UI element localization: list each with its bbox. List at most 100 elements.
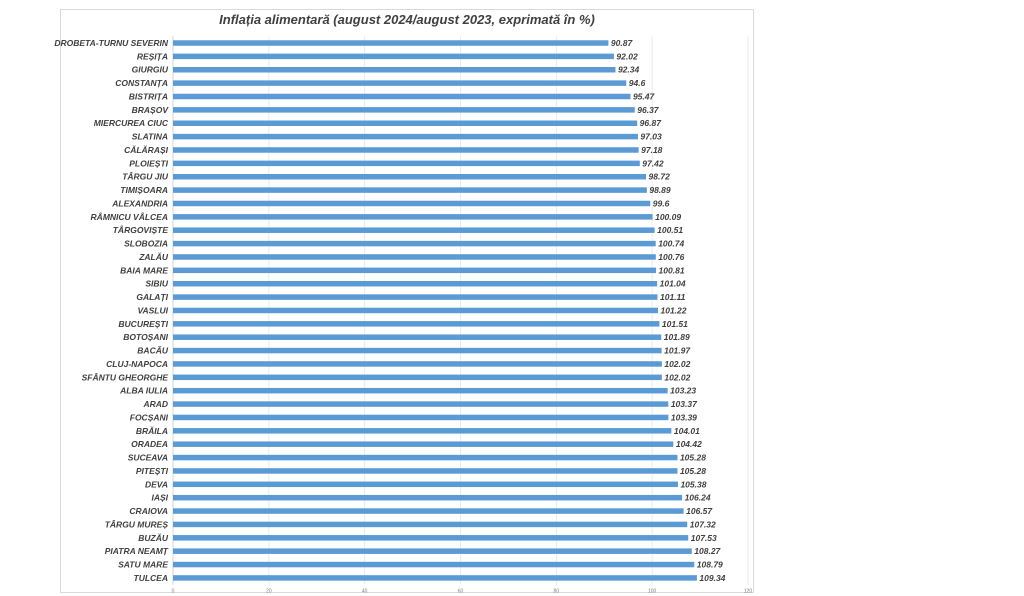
data-label: 109.34 xyxy=(699,573,725,583)
bar xyxy=(173,147,639,153)
bar xyxy=(173,160,640,167)
bar xyxy=(173,93,631,100)
bar xyxy=(173,401,669,407)
category-label: IAȘI xyxy=(151,493,168,503)
data-label: 105.28 xyxy=(680,466,706,476)
data-label: 94.6 xyxy=(629,78,646,88)
data-label: 106.24 xyxy=(685,493,711,503)
bar xyxy=(173,280,658,287)
bar xyxy=(173,240,656,247)
bar xyxy=(173,361,662,367)
bar xyxy=(173,561,695,568)
data-label: 105.38 xyxy=(680,479,706,489)
category-label: SUCEAVA xyxy=(128,453,168,463)
category-label: VASLUI xyxy=(137,305,168,315)
category-label: BRAȘOV xyxy=(132,105,170,115)
data-label: 97.03 xyxy=(640,132,662,142)
category-label: SIBIU xyxy=(145,279,169,289)
chart-title: Inflația alimentară (august 2024/august … xyxy=(219,12,595,27)
data-label: 96.37 xyxy=(637,105,660,115)
category-label: SFÂNTU GHEORGHE xyxy=(82,371,169,382)
data-label: 103.23 xyxy=(670,386,696,396)
data-label: 103.37 xyxy=(671,399,698,409)
data-label: 97.42 xyxy=(642,158,664,168)
x-tick-label: 40 xyxy=(362,589,368,595)
bar xyxy=(173,575,697,581)
bar xyxy=(173,307,659,314)
bar xyxy=(173,173,647,180)
bar xyxy=(173,494,683,501)
data-label: 92.02 xyxy=(616,51,638,61)
bar xyxy=(173,107,635,113)
x-tick-label: 20 xyxy=(266,589,272,595)
category-label: ZALĂU xyxy=(138,251,169,262)
x-tick-label: 80 xyxy=(554,589,560,595)
category-label: ARAD xyxy=(142,399,168,409)
category-label: PITEȘTI xyxy=(136,466,169,476)
category-label: PIATRA NEAMȚ xyxy=(105,546,169,556)
bar xyxy=(173,454,678,461)
category-label: ORADEA xyxy=(131,439,168,449)
data-label: 101.89 xyxy=(664,332,690,342)
bar xyxy=(173,428,672,434)
category-label: DEVA xyxy=(145,479,168,489)
category-label: ALEXANDRIA xyxy=(111,198,168,208)
category-label: SLATINA xyxy=(132,132,168,142)
bar xyxy=(173,40,609,46)
category-label: ALBA IULIA xyxy=(119,386,168,396)
data-label: 92.34 xyxy=(618,65,640,75)
category-label: CRAIOVA xyxy=(129,506,168,516)
bar xyxy=(173,200,651,207)
bar xyxy=(173,214,653,220)
category-label: RÂMNICU VÂLCEA xyxy=(91,211,168,222)
bar xyxy=(173,387,668,394)
data-label: 104.42 xyxy=(676,439,702,449)
data-label: 106.57 xyxy=(686,506,713,516)
category-label: GIURGIU xyxy=(132,65,169,75)
data-label: 95.47 xyxy=(633,91,656,101)
category-label: GALAȚI xyxy=(136,292,168,302)
data-label: 101.97 xyxy=(664,346,691,356)
data-label: 102.02 xyxy=(664,372,690,382)
category-label: CLUJ-NAPOCA xyxy=(106,359,168,369)
bar xyxy=(173,321,660,327)
category-label: FOCȘANI xyxy=(130,412,169,422)
category-label: SATU MARE xyxy=(118,560,168,570)
category-label: REȘIȚA xyxy=(137,51,168,61)
data-label: 101.04 xyxy=(660,279,686,289)
x-tick-label: 100 xyxy=(648,589,657,595)
category-label: TIMIȘOARA xyxy=(120,185,168,195)
data-label: 108.27 xyxy=(694,546,721,556)
data-label: 104.01 xyxy=(674,426,700,436)
data-label: 100.76 xyxy=(658,252,684,262)
category-label: TULCEA xyxy=(134,573,168,583)
category-label: BAIA MARE xyxy=(120,265,168,275)
bar xyxy=(173,414,669,421)
category-label: BOTOȘANI xyxy=(123,332,168,342)
data-label: 101.51 xyxy=(662,319,688,329)
category-label: CONSTANȚA xyxy=(115,78,168,88)
bar xyxy=(173,508,684,514)
data-label: 97.18 xyxy=(641,145,663,155)
data-label: 99.6 xyxy=(653,198,670,208)
data-label: 101.11 xyxy=(660,292,686,302)
category-label: TÂRGOVIȘTE xyxy=(113,224,169,235)
category-label: MIERCUREA CIUC xyxy=(94,118,169,128)
data-label: 100.51 xyxy=(657,225,683,235)
bar xyxy=(173,441,674,447)
category-label: BISTRIȚA xyxy=(129,91,168,101)
bar xyxy=(173,535,689,541)
category-label: BUZĂU xyxy=(138,532,169,543)
bar xyxy=(173,53,614,60)
category-label: PLOIEȘTI xyxy=(129,158,168,168)
data-label: 100.09 xyxy=(655,212,681,222)
bar xyxy=(173,66,616,73)
category-label: CĂLĂRAȘI xyxy=(124,144,169,155)
data-label: 100.74 xyxy=(658,239,684,249)
data-label: 107.53 xyxy=(691,533,717,543)
bar xyxy=(173,187,647,193)
data-label: 103.39 xyxy=(671,412,697,422)
data-label: 90.87 xyxy=(611,38,634,48)
data-label: 98.72 xyxy=(649,172,671,182)
